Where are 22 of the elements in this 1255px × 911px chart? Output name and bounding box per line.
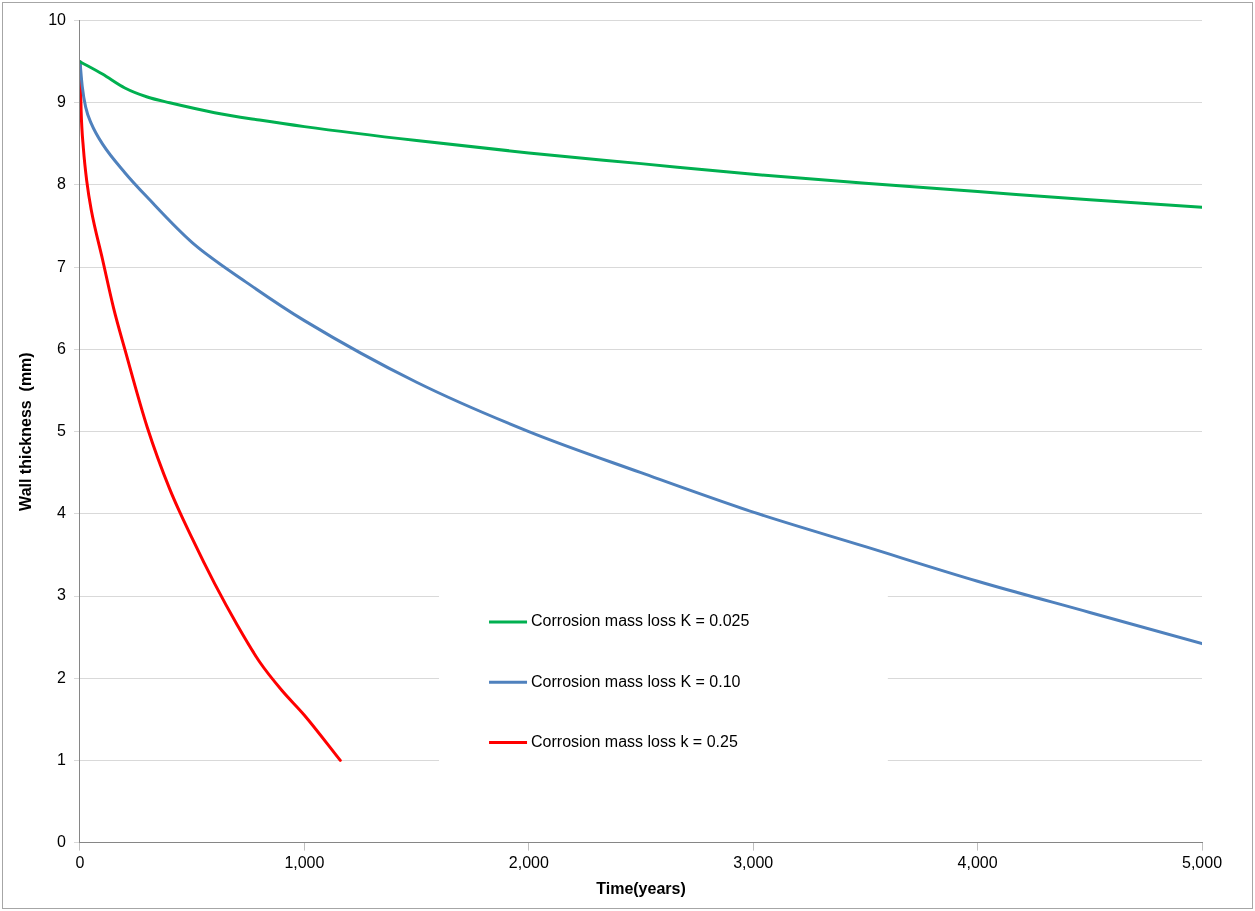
x-tick-label: 4,000 [957, 853, 998, 871]
y-tick-label: 5 [57, 422, 67, 440]
y-tick-label: 1 [57, 750, 67, 768]
y-tick-label: 6 [57, 339, 67, 357]
y-tick-label: 10 [48, 11, 67, 29]
y-tick-label: 2 [57, 668, 67, 686]
legend-label: Corrosion mass loss K = 0.10 [531, 672, 741, 690]
x-tick-label: 5,000 [1181, 853, 1223, 871]
y-tick-label: 9 [57, 93, 67, 111]
legend-label: Corrosion mass loss K = 0.025 [531, 612, 750, 630]
y-tick-label: 8 [57, 175, 67, 193]
y-tick-label: 0 [57, 833, 67, 851]
y-axis-title: Wall thickness (mm) [17, 352, 35, 511]
x-tick-label: 0 [75, 853, 85, 871]
x-tick-label: 1,000 [284, 853, 325, 871]
legend-label: Corrosion mass loss k = 0.25 [531, 733, 738, 750]
x-tick-label: 2,000 [508, 853, 549, 871]
x-axis-title: Time(years) [596, 879, 686, 897]
y-tick-label: 7 [57, 257, 67, 275]
x-tick-label: 3,000 [733, 853, 774, 871]
y-tick-label: 3 [57, 586, 67, 604]
y-tick-label: 4 [57, 504, 67, 522]
